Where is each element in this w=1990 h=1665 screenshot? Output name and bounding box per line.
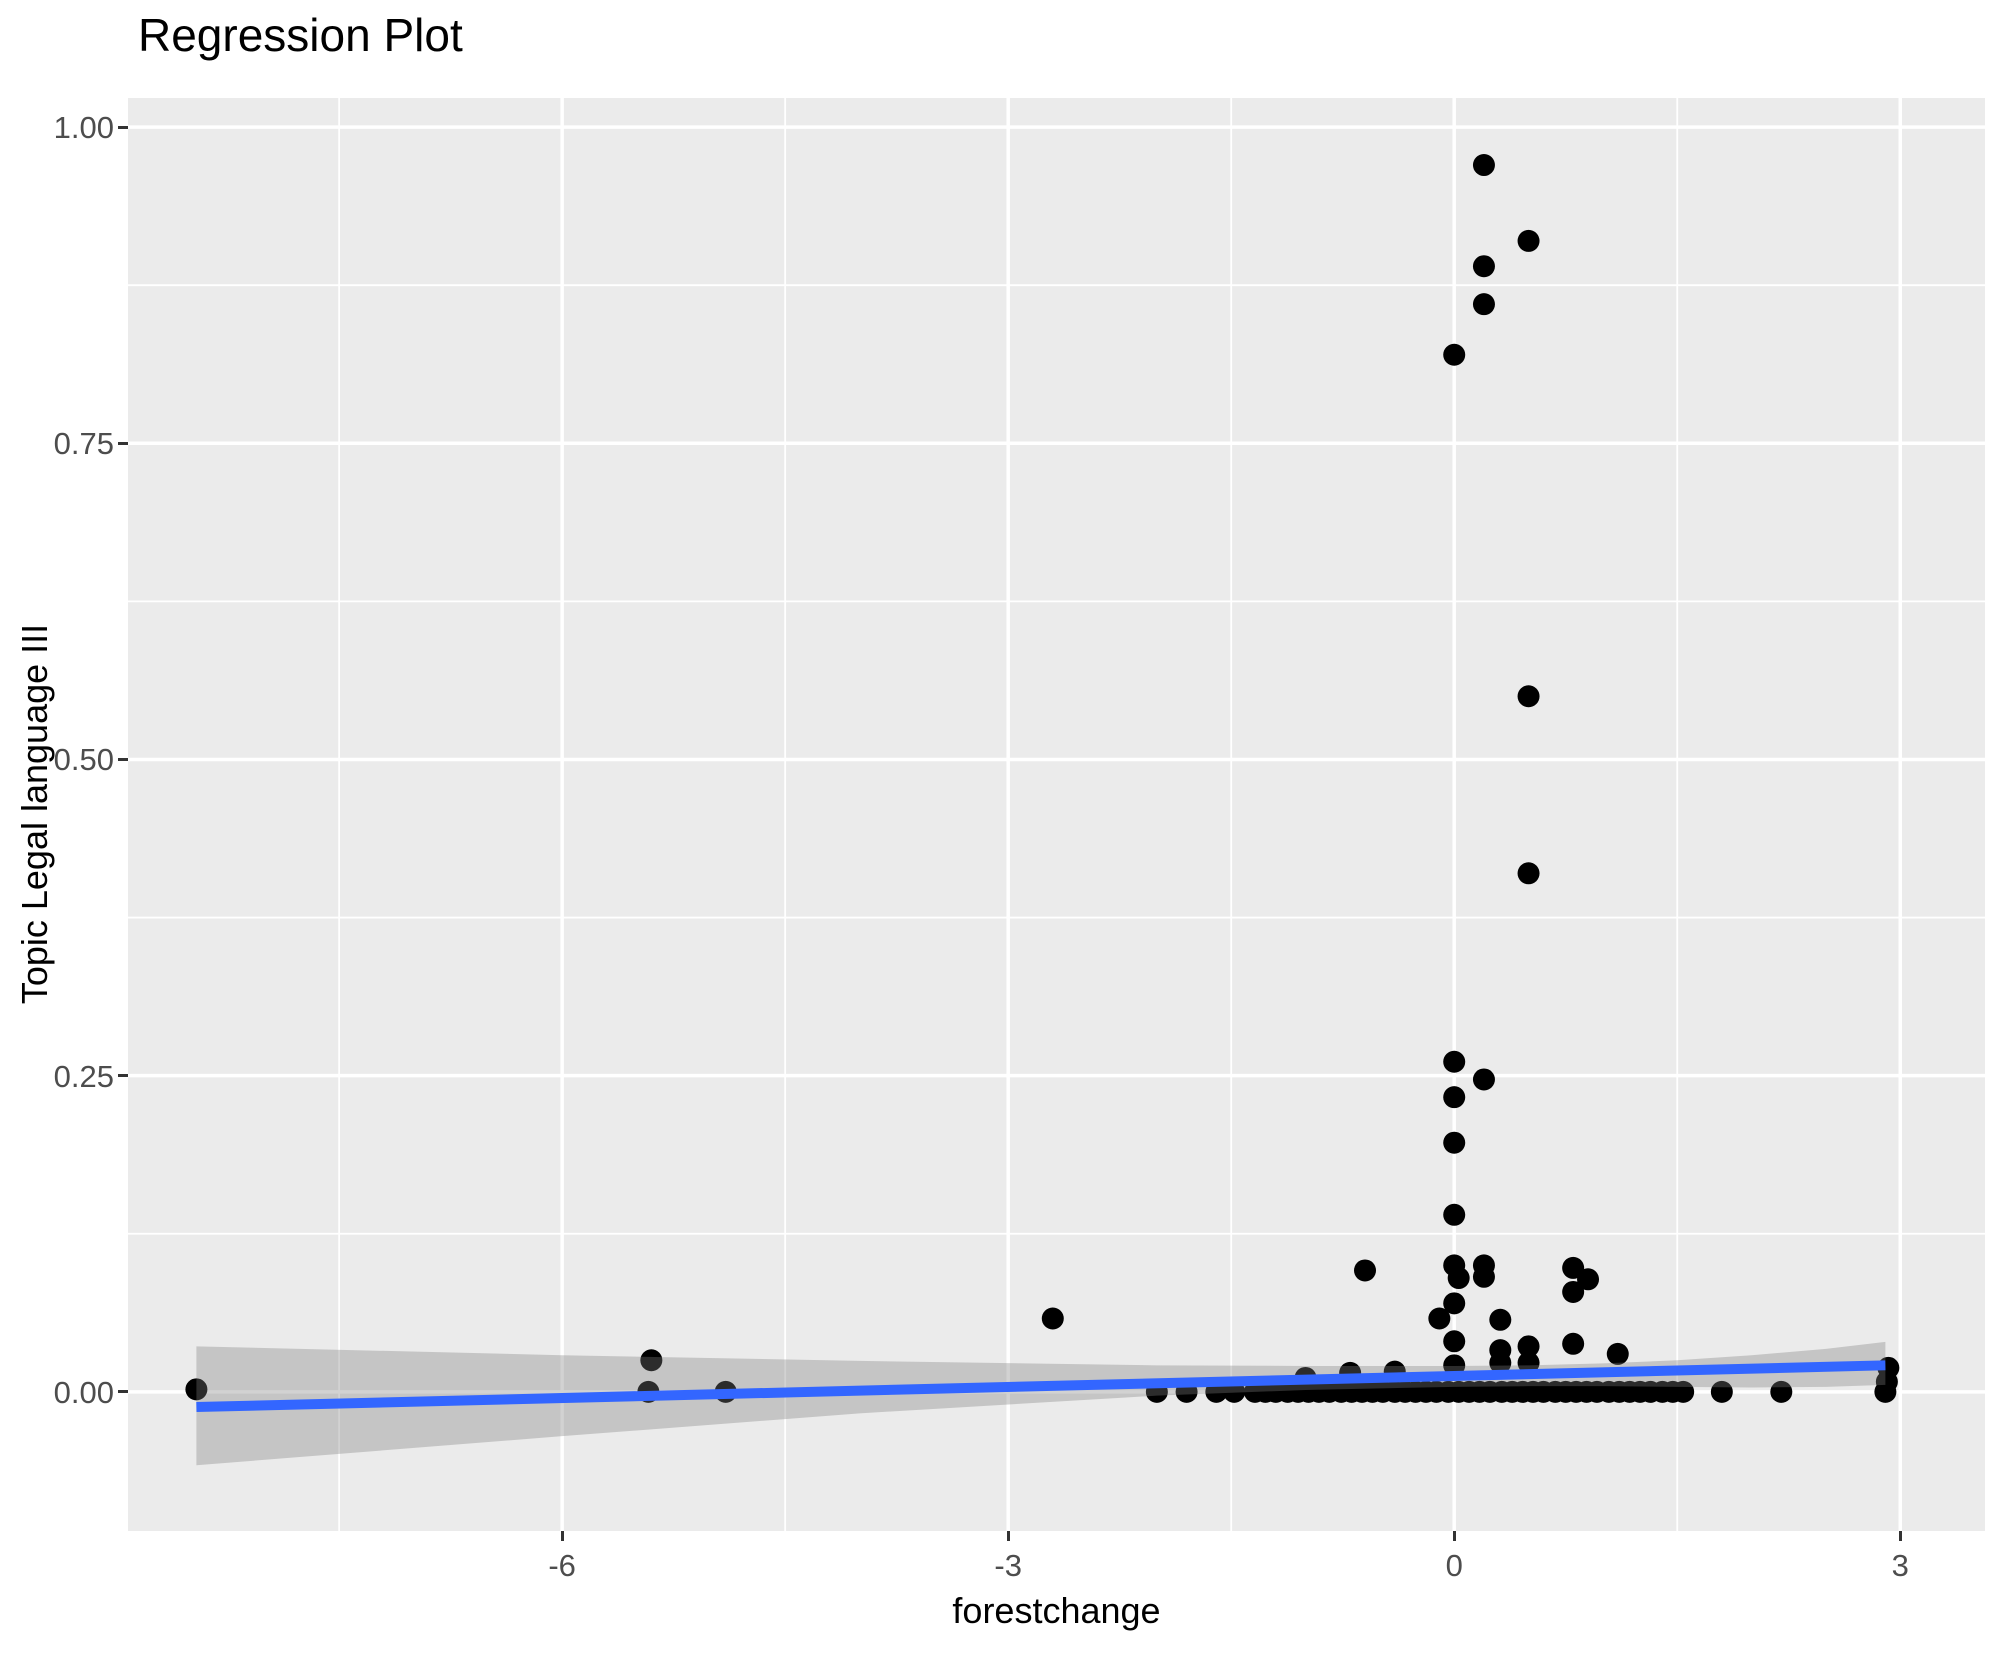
x-tick-mark [1006, 1531, 1010, 1541]
data-point [1562, 1256, 1585, 1279]
data-point [1517, 1351, 1540, 1374]
data-point [1428, 1307, 1451, 1330]
data-point [1443, 1203, 1466, 1226]
data-point [1443, 1131, 1466, 1154]
data-point [1354, 1259, 1377, 1282]
data-point [1562, 1280, 1585, 1303]
panel-background [128, 98, 1985, 1531]
x-tick-label: -6 [548, 1548, 576, 1583]
data-point [1517, 229, 1540, 252]
data-point [1443, 1354, 1466, 1377]
y-tick-mark [118, 1390, 128, 1394]
y-tick-label: 0.00 [53, 1374, 114, 1410]
data-point [1472, 1265, 1495, 1288]
y-tick-mark [118, 1074, 128, 1078]
data-point [1472, 154, 1495, 177]
data-point [1443, 343, 1466, 366]
data-point [1443, 1292, 1466, 1315]
y-tick-label: 1.00 [53, 110, 114, 146]
x-tick-label: 0 [1445, 1548, 1463, 1583]
data-point [1041, 1307, 1064, 1330]
data-point [1874, 1380, 1897, 1403]
data-point [1443, 1330, 1466, 1353]
x-tick-label: -3 [994, 1548, 1022, 1583]
x-tick-label: 3 [1891, 1548, 1909, 1583]
data-point [1517, 862, 1540, 885]
data-point [1443, 1086, 1466, 1109]
data-point [1489, 1351, 1512, 1374]
data-point [1443, 1050, 1466, 1073]
x-tick-mark [560, 1531, 564, 1541]
data-point [1472, 1068, 1495, 1091]
data-point [1472, 293, 1495, 316]
x-axis-label: forestchange [952, 1590, 1161, 1631]
data-point [1447, 1267, 1470, 1290]
x-tick-mark [1898, 1531, 1902, 1541]
data-point [1577, 1268, 1600, 1291]
y-tick-label: 0.50 [53, 742, 114, 778]
data-point [1770, 1380, 1793, 1403]
data-point [1517, 685, 1540, 708]
y-axis-label: Topic Legal language III [14, 623, 55, 1005]
data-point [1517, 1335, 1540, 1358]
data-point [1710, 1380, 1733, 1403]
y-tick-mark [118, 757, 128, 761]
chart-title: Regression Plot [138, 9, 463, 61]
y-tick-label: 0.25 [53, 1058, 114, 1094]
data-point [1472, 255, 1495, 278]
data-point [1672, 1380, 1695, 1403]
y-tick-label: 0.75 [53, 426, 114, 462]
data-point [1606, 1342, 1629, 1365]
x-tick-mark [1452, 1531, 1456, 1541]
data-point [1489, 1308, 1512, 1331]
data-point [640, 1349, 663, 1372]
regression-line [196, 1360, 1886, 1413]
data-point [1562, 1332, 1585, 1355]
y-tick-mark [118, 125, 128, 129]
plot-panel [128, 98, 1985, 1531]
y-tick-mark [118, 441, 128, 445]
data-point [185, 1378, 208, 1401]
